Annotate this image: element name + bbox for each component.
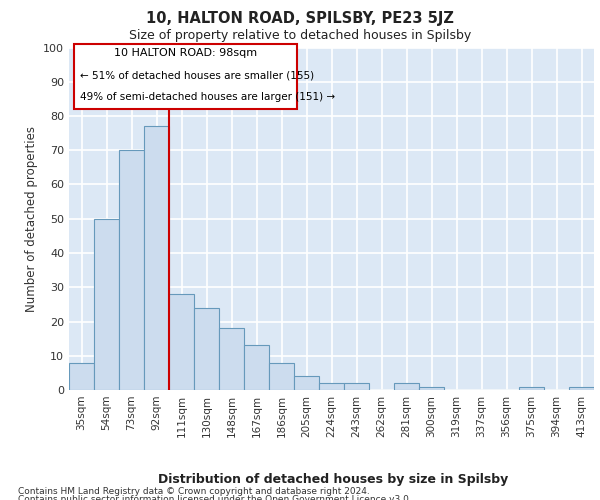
Text: 49% of semi-detached houses are larger (151) →: 49% of semi-detached houses are larger (…	[79, 92, 335, 102]
Text: 10, HALTON ROAD, SPILSBY, PE23 5JZ: 10, HALTON ROAD, SPILSBY, PE23 5JZ	[146, 12, 454, 26]
Bar	[419, 386, 444, 390]
Text: Distribution of detached houses by size in Spilsby: Distribution of detached houses by size …	[158, 472, 508, 486]
Bar	[194, 308, 219, 390]
Bar	[269, 362, 294, 390]
Bar	[519, 386, 544, 390]
Y-axis label: Number of detached properties: Number of detached properties	[25, 126, 38, 312]
Bar	[344, 383, 369, 390]
Text: ← 51% of detached houses are smaller (155): ← 51% of detached houses are smaller (15…	[79, 70, 314, 81]
FancyBboxPatch shape	[74, 44, 298, 109]
Bar	[94, 219, 119, 390]
Bar	[244, 346, 269, 390]
Bar	[394, 383, 419, 390]
Text: Contains public sector information licensed under the Open Government Licence v3: Contains public sector information licen…	[18, 495, 412, 500]
Text: 10 HALTON ROAD: 98sqm: 10 HALTON ROAD: 98sqm	[114, 48, 257, 58]
Bar	[119, 150, 144, 390]
Bar	[144, 126, 169, 390]
Bar	[219, 328, 244, 390]
Text: Size of property relative to detached houses in Spilsby: Size of property relative to detached ho…	[129, 29, 471, 42]
Bar	[294, 376, 319, 390]
Bar	[169, 294, 194, 390]
Text: Contains HM Land Registry data © Crown copyright and database right 2024.: Contains HM Land Registry data © Crown c…	[18, 486, 370, 496]
Bar	[69, 362, 94, 390]
Bar	[569, 386, 594, 390]
Bar	[319, 383, 344, 390]
